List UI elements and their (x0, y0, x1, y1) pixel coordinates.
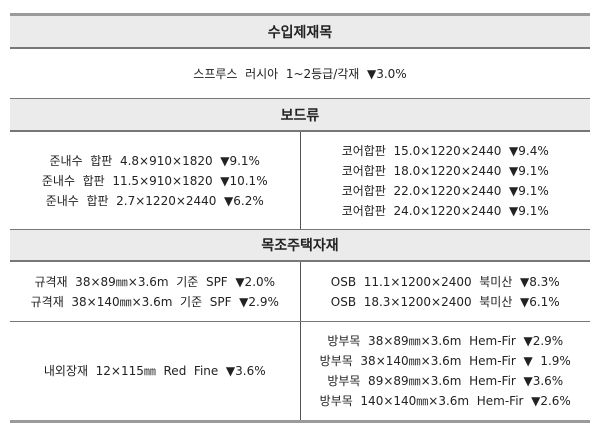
cell-line: 내외장재 12×115㎜ Red Fine ▼3.6% (43, 364, 266, 378)
table-cell: 스프루스 러시아 1~2등급/각재 ▼3.0% (10, 49, 590, 98)
cell-line: 코어합판 15.0×1220×2440 ▼9.4% (341, 143, 549, 158)
cell-line: 코어합판 24.0×1220×2440 ▼9.1% (341, 203, 549, 218)
table-cell-left: 준내수 합판 4.8×910×1820 ▼9.1% 준내수 합판 11.5×91… (10, 132, 301, 229)
cell-line: 준내수 합판 4.8×910×1820 ▼9.1% (49, 153, 260, 168)
cell-line: 규격재 38×140㎜×3.6m 기준 SPF ▼2.9% (30, 294, 279, 309)
table-cell-right: 코어합판 15.0×1220×2440 ▼9.4% 코어합판 18.0×1220… (301, 132, 591, 229)
cell-line: 규격재 38×89㎜×3.6m 기준 SPF ▼2.0% (34, 274, 276, 289)
cell-line: 코어합판 18.0×1220×2440 ▼9.1% (341, 163, 549, 178)
cell-line: 방부목 140×140㎜×3.6m Hem-Fir ▼2.6% (319, 394, 571, 408)
table-cell-left: 규격재 38×89㎜×3.6m 기준 SPF ▼2.0% 규격재 38×140㎜… (10, 262, 301, 321)
cell-line: 준내수 합판 2.7×1220×2440 ▼6.2% (45, 193, 264, 208)
cell-line: OSB 18.3×1200×2400 북미산 ▼6.1% (330, 294, 560, 309)
cell-line: 스프루스 러시아 1~2등급/각재 ▼3.0% (193, 66, 407, 81)
price-table: 수입제재목 스프루스 러시아 1~2등급/각재 ▼3.0% 보드류 준내수 합판… (10, 13, 590, 423)
section-header-wood-house-materials: 목조주택자재 (10, 230, 590, 262)
cell-line: 준내수 합판 11.5×910×1820 ▼10.1% (41, 173, 268, 188)
table-cell-right: 방부목 38×89㎜×3.6m Hem-Fir ▼2.9% 방부목 38×140… (301, 322, 591, 420)
cell-line: OSB 11.1×1200×2400 북미산 ▼8.3% (330, 274, 560, 289)
table-row: 내외장재 12×115㎜ Red Fine ▼3.6% 방부목 38×89㎜×3… (10, 322, 590, 420)
section-header-boards: 보드류 (10, 99, 590, 132)
table-row: 준내수 합판 4.8×910×1820 ▼9.1% 준내수 합판 11.5×91… (10, 132, 590, 230)
cell-line: 코어합판 22.0×1220×2440 ▼9.1% (341, 183, 549, 198)
cell-line: 방부목 89×89㎜×3.6m Hem-Fir ▼3.6% (327, 374, 564, 388)
table-row: 스프루스 러시아 1~2등급/각재 ▼3.0% (10, 49, 590, 99)
cell-line: 방부목 38×140㎜×3.6m Hem-Fir ▼ 1.9% (319, 354, 571, 368)
table-cell-left: 내외장재 12×115㎜ Red Fine ▼3.6% (10, 322, 301, 420)
cell-line: 방부목 38×89㎜×3.6m Hem-Fir ▼2.9% (327, 334, 564, 348)
section-header-imported-lumber: 수입제재목 (10, 16, 590, 49)
table-cell-right: OSB 11.1×1200×2400 북미산 ▼8.3% OSB 18.3×12… (301, 262, 591, 321)
table-row: 규격재 38×89㎜×3.6m 기준 SPF ▼2.0% 규격재 38×140㎜… (10, 262, 590, 322)
